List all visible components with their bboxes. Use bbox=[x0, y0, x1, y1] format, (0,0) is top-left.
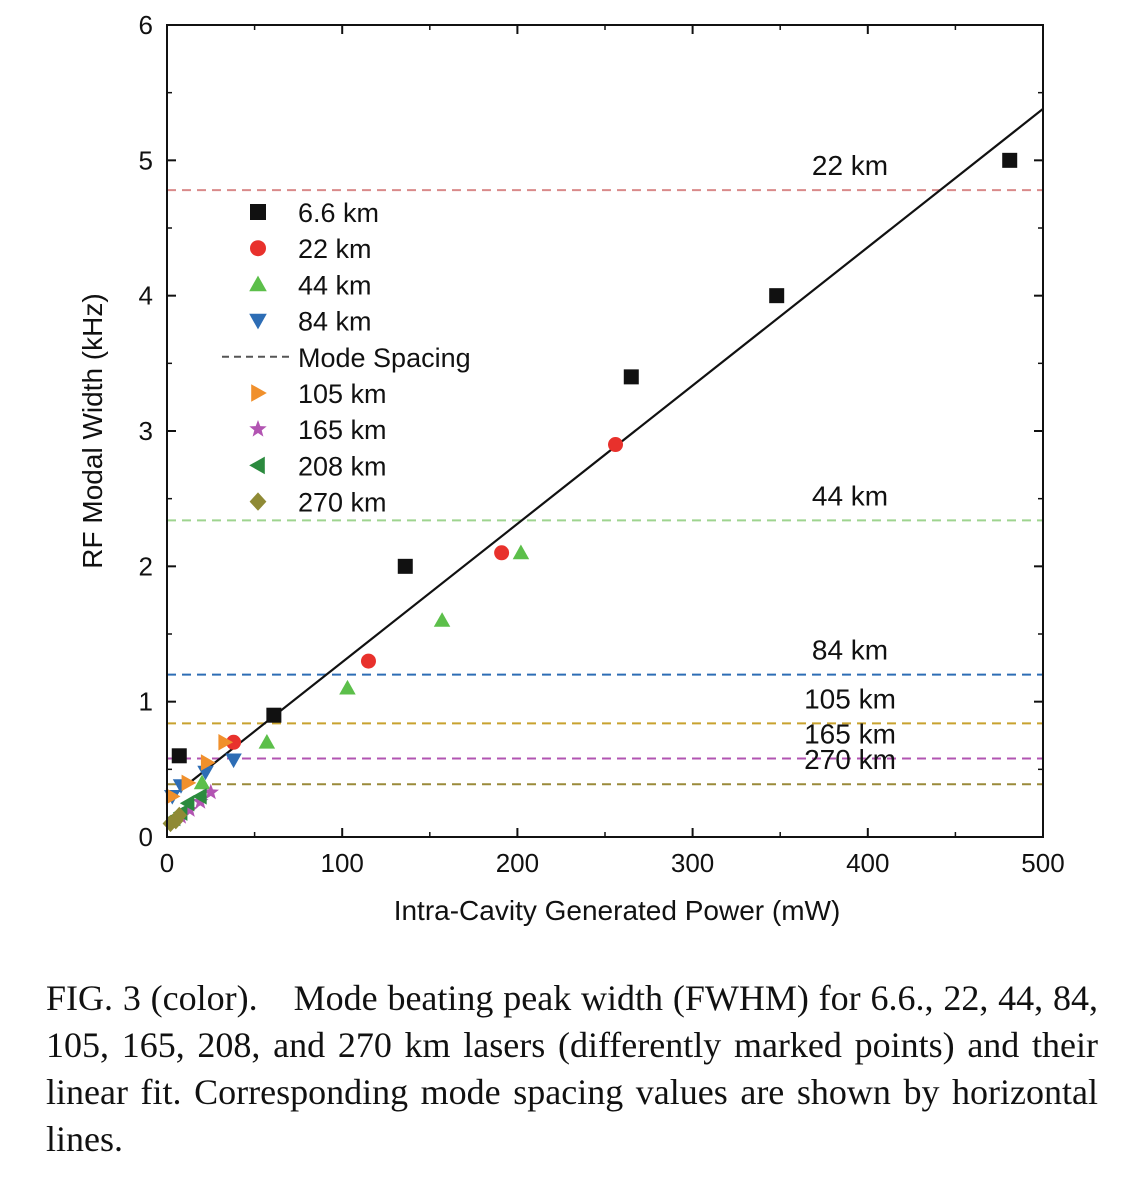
data-point bbox=[200, 754, 216, 771]
data-point bbox=[165, 788, 181, 805]
mode-spacing-label: 270 km bbox=[804, 744, 896, 775]
data-point bbox=[193, 774, 211, 790]
legend: 6.6 km 22 km 44 km 84 km Mode Spacing 105 km 1… bbox=[222, 198, 471, 518]
legend-label: 270 km bbox=[298, 488, 387, 518]
mode-spacing-label: 44 km bbox=[812, 480, 888, 511]
data-point bbox=[258, 734, 276, 749]
linear-fit-line bbox=[167, 108, 1043, 802]
data-point bbox=[623, 369, 639, 385]
mode-spacing-lines bbox=[167, 189, 1043, 786]
x-tick-label: 200 bbox=[496, 848, 539, 878]
legend-label: Mode Spacing bbox=[298, 343, 471, 373]
legend-marker bbox=[250, 204, 266, 220]
x-tick-label: 100 bbox=[321, 848, 364, 878]
x-tick-label: 500 bbox=[1021, 848, 1064, 878]
y-tick-label: 5 bbox=[139, 145, 153, 175]
y-tick-label: 0 bbox=[139, 822, 153, 852]
legend-label: 22 km bbox=[298, 234, 372, 264]
x-tick-label: 300 bbox=[671, 848, 714, 878]
data-point bbox=[171, 748, 187, 764]
y-tick-label: 2 bbox=[139, 551, 153, 581]
legend-label: 44 km bbox=[298, 270, 372, 300]
data-point bbox=[769, 288, 785, 304]
legend-marker bbox=[249, 420, 267, 437]
figure-caption: FIG. 3 (color). Mode beating peak width … bbox=[46, 978, 1098, 1159]
legend-label: 165 km bbox=[298, 415, 387, 445]
data-point bbox=[1002, 152, 1018, 168]
legend-label: 6.6 km bbox=[298, 198, 379, 228]
fit-line-group bbox=[167, 108, 1043, 802]
mode-spacing-label: 165 km bbox=[804, 719, 896, 750]
data-points bbox=[162, 152, 1018, 833]
x-axis-title: Intra-Cavity Generated Power (mW) bbox=[394, 895, 841, 926]
data-point bbox=[179, 794, 195, 812]
data-point bbox=[512, 544, 530, 560]
data-point bbox=[433, 612, 451, 627]
data-point bbox=[339, 679, 356, 695]
mode-spacing-label: 105 km bbox=[804, 683, 896, 714]
legend-marker bbox=[250, 240, 266, 257]
legend-label: 208 km bbox=[298, 451, 387, 481]
axis-ticks: 0 100 200 300 400 500 0 1 2 3 4 5 6 bbox=[139, 10, 1065, 878]
legend-marker bbox=[251, 384, 267, 402]
data-point bbox=[181, 801, 198, 817]
y-tick-label: 6 bbox=[139, 10, 153, 40]
data-point bbox=[266, 707, 282, 723]
data-point bbox=[171, 806, 188, 824]
mode-spacing-label: 22 km bbox=[812, 150, 888, 181]
mode-spacing-label: 84 km bbox=[812, 635, 888, 666]
legend-marker bbox=[249, 456, 265, 475]
data-point bbox=[218, 734, 234, 751]
x-tick-label: 400 bbox=[846, 848, 889, 878]
legend-marker bbox=[249, 492, 267, 511]
legend-marker bbox=[249, 275, 267, 292]
data-point bbox=[181, 774, 197, 792]
y-tick-label: 3 bbox=[139, 416, 153, 446]
y-tick-label: 1 bbox=[139, 687, 153, 717]
y-axis-title: RF Modal Width (kHz) bbox=[77, 293, 108, 568]
chart-svg: 0 100 200 300 400 500 0 1 2 3 4 5 6 6.6 km 22 km 44 km… bbox=[77, 10, 1065, 926]
data-point bbox=[225, 753, 242, 769]
chart: 0 100 200 300 400 500 0 1 2 3 4 5 6 6.6 km 22 km 44 km… bbox=[77, 10, 1065, 926]
data-point bbox=[397, 558, 413, 574]
legend-marker bbox=[249, 313, 267, 330]
y-tick-label: 4 bbox=[139, 281, 153, 311]
data-point bbox=[202, 783, 219, 800]
data-point bbox=[608, 437, 624, 453]
legend-label: 105 km bbox=[298, 379, 387, 409]
x-tick-label: 0 bbox=[160, 848, 174, 878]
legend-label: 84 km bbox=[298, 307, 372, 337]
data-point bbox=[226, 734, 242, 750]
data-point bbox=[360, 653, 376, 669]
data-point bbox=[494, 545, 510, 561]
data-point bbox=[192, 788, 207, 805]
